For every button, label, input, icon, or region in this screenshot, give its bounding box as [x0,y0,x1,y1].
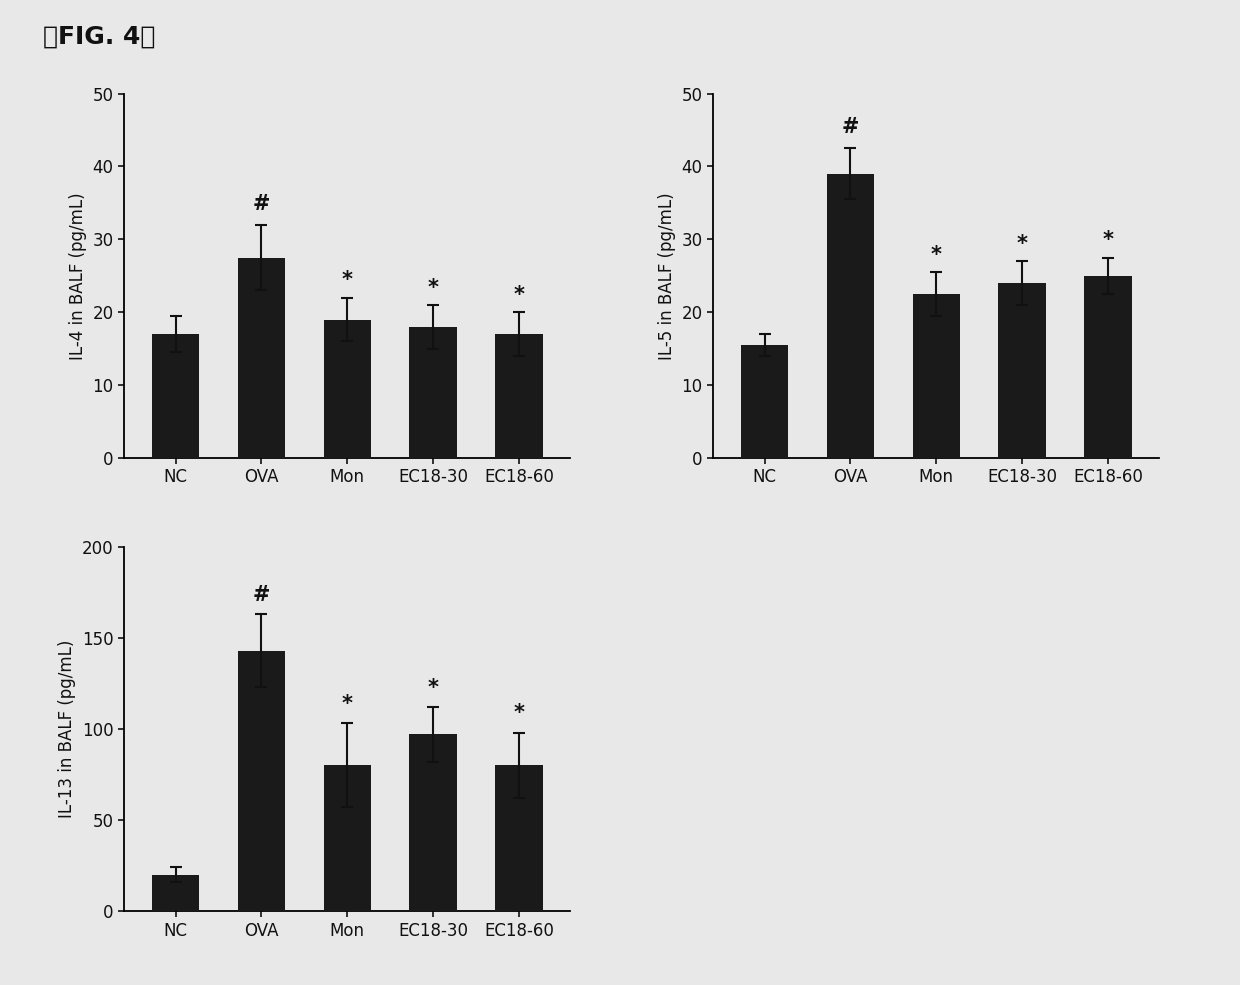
Text: #: # [253,194,270,214]
Bar [409,735,456,911]
Bar [742,345,789,458]
Text: *: * [513,285,525,305]
Y-axis label: IL-5 in BALF (pg/mL): IL-5 in BALF (pg/mL) [658,192,676,360]
Text: *: * [931,245,941,265]
Bar [827,173,874,458]
Bar [409,327,456,458]
Bar [151,875,200,911]
Text: *: * [513,703,525,723]
Bar [998,283,1045,458]
Bar [238,257,285,458]
Bar [324,765,371,911]
Text: *: * [428,278,439,297]
Bar [151,334,200,458]
Y-axis label: IL-13 in BALF (pg/mL): IL-13 in BALF (pg/mL) [58,639,77,819]
Text: 【FIG. 4】: 【FIG. 4】 [43,25,156,48]
Bar [238,650,285,911]
Text: *: * [1017,233,1028,254]
Bar [913,294,960,458]
Text: *: * [342,694,352,714]
Bar [495,765,543,911]
Bar [324,319,371,458]
Bar [1084,276,1131,458]
Text: *: * [1102,230,1114,250]
Text: #: # [253,585,270,605]
Text: #: # [842,117,859,137]
Bar [495,334,543,458]
Y-axis label: IL-4 in BALF (pg/mL): IL-4 in BALF (pg/mL) [69,192,87,360]
Text: *: * [428,678,439,698]
Text: *: * [342,270,352,291]
